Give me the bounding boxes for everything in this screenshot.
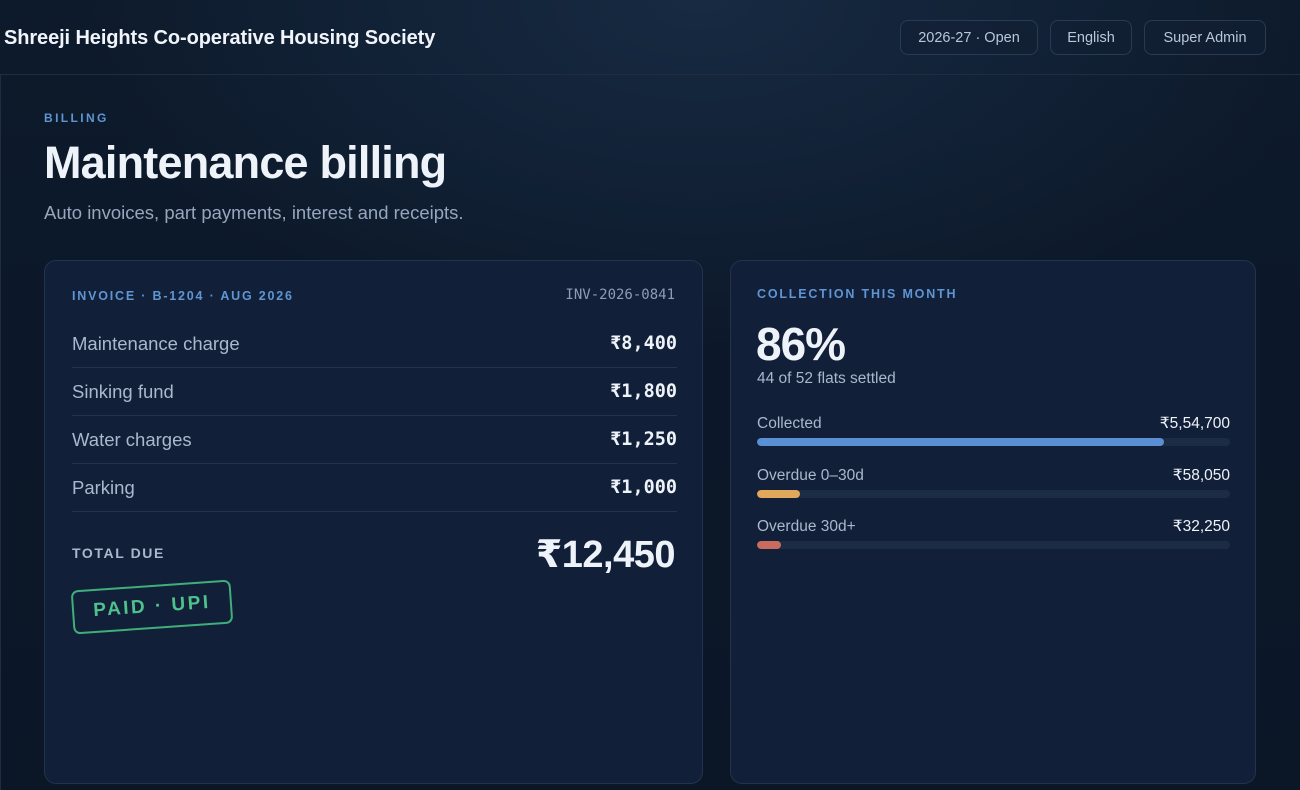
line-item-amount: ₹8,400 (610, 333, 677, 354)
overdue-0-30-bar-row: Overdue 0–30d ₹58,050 (757, 466, 1230, 498)
invoice-label: INVOICE · B-1204 · AUG 2026 (72, 289, 294, 303)
collection-label: COLLECTION THIS MONTH (757, 287, 958, 301)
bar-value: ₹58,050 (1172, 467, 1230, 484)
total-due-amount: ₹12,450 (535, 534, 676, 576)
language-button[interactable]: English (1050, 20, 1132, 55)
top-bar: Shreeji Heights Co-operative Housing Soc… (0, 0, 1300, 75)
user-role-button[interactable]: Super Admin (1144, 20, 1266, 55)
line-item-amount: ₹1,250 (610, 429, 677, 450)
line-item-label: Maintenance charge (72, 332, 240, 354)
progress-fill (757, 541, 781, 549)
line-item-maintenance: Maintenance charge ₹8,400 (72, 320, 677, 368)
line-item-amount: ₹1,800 (610, 381, 677, 402)
bar-label: Overdue 30d+ (757, 518, 856, 535)
financial-year-button[interactable]: 2026-27 · Open (900, 20, 1038, 55)
collection-percent: 86% (756, 318, 846, 370)
progress-track (757, 541, 1230, 549)
total-due-label: TOTAL DUE (72, 545, 165, 561)
bar-label: Overdue 0–30d (757, 467, 864, 484)
line-item-label: Water charges (72, 428, 192, 450)
line-item-label: Parking (72, 476, 135, 498)
line-item-parking: Parking ₹1,000 (72, 464, 677, 512)
invoice-card: INVOICE · B-1204 · AUG 2026 INV-2026-084… (44, 260, 703, 784)
progress-track (757, 438, 1230, 446)
line-item-label: Sinking fund (72, 380, 174, 402)
progress-fill (757, 490, 800, 498)
progress-track (757, 490, 1230, 498)
paid-stamp: PAID · UPI (70, 579, 234, 635)
bar-label: Collected (757, 415, 822, 432)
main-content (0, 75, 1300, 790)
overdue-30-plus-bar-row: Overdue 30d+ ₹32,250 (757, 517, 1230, 549)
society-name: Shreeji Heights Co-operative Housing Soc… (4, 27, 436, 49)
bar-value: ₹32,250 (1172, 518, 1230, 535)
bar-value: ₹5,54,700 (1159, 415, 1230, 432)
page-subtitle: Auto invoices, part payments, interest a… (44, 202, 464, 223)
line-item-sinking-fund: Sinking fund ₹1,800 (72, 368, 677, 416)
collected-bar-row: Collected ₹5,54,700 (757, 414, 1230, 446)
line-item-amount: ₹1,000 (610, 477, 677, 498)
line-item-water: Water charges ₹1,250 (72, 416, 677, 464)
invoice-line-items: Maintenance charge ₹8,400 Sinking fund ₹… (72, 320, 677, 512)
collection-card: COLLECTION THIS MONTH 86% 44 of 52 flats… (730, 260, 1256, 784)
section-eyebrow: BILLING (44, 111, 109, 125)
page-title: Maintenance billing (44, 137, 447, 188)
flats-settled-text: 44 of 52 flats settled (757, 370, 896, 387)
progress-fill (757, 438, 1164, 446)
invoice-number: INV-2026-0841 (565, 287, 675, 303)
